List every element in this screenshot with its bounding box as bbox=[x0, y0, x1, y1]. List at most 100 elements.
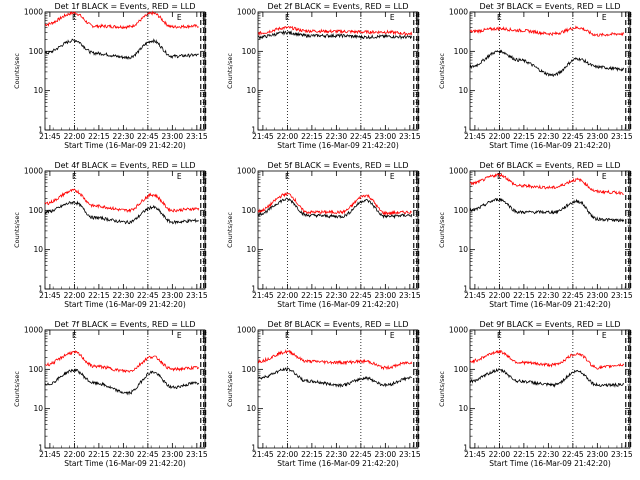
event-marker-label: E bbox=[202, 331, 207, 340]
y-tick-label: 100 bbox=[454, 365, 469, 374]
event-marker-label: E bbox=[627, 331, 632, 340]
x-axis-label: Start Time (16-Mar-09 21:42:20) bbox=[277, 459, 399, 468]
x-axis-label: Start Time (16-Mar-09 21:42:20) bbox=[489, 141, 611, 150]
x-tick-label: 22:00 bbox=[64, 450, 86, 459]
y-tick-label: 1000 bbox=[237, 326, 256, 335]
x-axis-label: Start Time (16-Mar-09 21:42:20) bbox=[64, 300, 186, 309]
panel-title: Det 2f BLACK = Events, RED = LLD bbox=[267, 2, 408, 11]
event-marker-label: E bbox=[627, 13, 632, 22]
y-tick-label: 10 bbox=[458, 86, 468, 95]
event-marker-label: E bbox=[72, 13, 77, 22]
x-tick-label: 22:45 bbox=[562, 132, 584, 141]
y-axis-label: Counts/sec bbox=[438, 371, 446, 407]
x-tick-label: 21:45 bbox=[39, 132, 61, 141]
y-tick-label: 1 bbox=[463, 444, 468, 453]
series-events-line bbox=[469, 49, 625, 77]
series-events-line bbox=[44, 200, 199, 225]
x-tick-label: 21:45 bbox=[39, 450, 61, 459]
y-tick-label: 100 bbox=[242, 206, 257, 215]
series-lld-line bbox=[257, 349, 413, 371]
y-tick-label: 100 bbox=[29, 47, 44, 56]
event-marker-label: E bbox=[415, 331, 420, 340]
event-marker-label: E bbox=[627, 172, 632, 181]
y-tick-label: 1000 bbox=[237, 8, 256, 17]
panel-title: Det 7f BLACK = Events, RED = LLD bbox=[54, 320, 195, 329]
y-axis-label: Counts/sec bbox=[226, 371, 234, 407]
y-tick-label: 1000 bbox=[449, 326, 468, 335]
series-lld-line bbox=[44, 10, 199, 30]
y-tick-label: 1 bbox=[251, 285, 256, 294]
y-axis-label: Counts/sec bbox=[438, 53, 446, 89]
x-tick-label: 22:00 bbox=[489, 132, 511, 141]
y-tick-label: 100 bbox=[454, 47, 469, 56]
x-tick-label: 22:45 bbox=[137, 450, 159, 459]
x-tick-label: 22:45 bbox=[562, 291, 584, 300]
panel-8: Det 8f BLACK = Events, RED = LLD 1 10 100 10… bbox=[226, 320, 421, 468]
event-marker-label: E bbox=[285, 172, 290, 181]
panel-title: Det 9f BLACK = Events, RED = LLD bbox=[479, 320, 620, 329]
panel-title: Det 6f BLACK = Events, RED = LLD bbox=[479, 161, 620, 170]
event-marker-label: E bbox=[415, 172, 420, 181]
x-tick-label: 22:15 bbox=[513, 132, 535, 141]
panel-3: Det 3f BLACK = Events, RED = LLD 1 10 100 10… bbox=[438, 2, 633, 150]
series-lld-line bbox=[44, 188, 200, 213]
x-tick-label: 22:45 bbox=[137, 132, 159, 141]
x-tick-label: 22:15 bbox=[88, 291, 110, 300]
x-tick-label: 21:45 bbox=[252, 291, 274, 300]
series-events-line bbox=[469, 197, 625, 223]
y-tick-label: 1000 bbox=[24, 8, 43, 17]
y-tick-label: 1 bbox=[463, 285, 468, 294]
y-tick-label: 1000 bbox=[237, 167, 256, 176]
y-tick-label: 100 bbox=[454, 206, 469, 215]
event-marker-label: E bbox=[602, 13, 607, 22]
series-lld-line bbox=[469, 25, 625, 38]
y-tick-label: 10 bbox=[246, 245, 256, 254]
x-tick-label: 22:30 bbox=[538, 291, 560, 300]
x-tick-label: 22:30 bbox=[538, 132, 560, 141]
series-events-line bbox=[469, 367, 625, 388]
event-marker-label: E bbox=[202, 13, 207, 22]
event-marker-label: E bbox=[177, 331, 182, 340]
x-tick-label: 22:45 bbox=[137, 291, 159, 300]
x-tick-label: 23:00 bbox=[375, 291, 397, 300]
series-lld-line bbox=[257, 191, 413, 216]
y-tick-label: 1 bbox=[463, 126, 468, 135]
y-axis-label: Counts/sec bbox=[13, 53, 21, 89]
x-tick-label: 22:00 bbox=[489, 291, 511, 300]
x-tick-label: 22:45 bbox=[350, 291, 372, 300]
panel-6: Det 6f BLACK = Events, RED = LLD 1 10 100 10… bbox=[438, 161, 633, 309]
x-tick-label: 22:00 bbox=[277, 291, 299, 300]
y-tick-label: 1000 bbox=[449, 167, 468, 176]
panel-4: Det 4f BLACK = Events, RED = LLD 1 10 100 10… bbox=[13, 161, 208, 309]
x-tick-label: 23:15 bbox=[399, 291, 421, 300]
y-tick-label: 10 bbox=[458, 404, 468, 413]
x-tick-label: 22:30 bbox=[538, 450, 560, 459]
y-tick-label: 1 bbox=[38, 285, 43, 294]
y-tick-label: 1000 bbox=[24, 167, 43, 176]
x-tick-label: 21:45 bbox=[464, 450, 486, 459]
x-tick-label: 23:00 bbox=[375, 450, 397, 459]
x-tick-label: 23:15 bbox=[611, 132, 633, 141]
x-tick-label: 23:00 bbox=[162, 450, 184, 459]
event-marker-label: E bbox=[177, 172, 182, 181]
y-tick-label: 1000 bbox=[24, 326, 43, 335]
x-tick-label: 23:15 bbox=[186, 450, 208, 459]
y-tick-label: 100 bbox=[242, 47, 257, 56]
y-tick-label: 10 bbox=[33, 86, 43, 95]
x-tick-label: 22:15 bbox=[88, 132, 110, 141]
y-axis-label: Counts/sec bbox=[438, 212, 446, 248]
x-tick-label: 22:30 bbox=[326, 132, 348, 141]
plot-frame bbox=[44, 329, 206, 449]
event-marker-label: E bbox=[177, 13, 182, 22]
y-tick-label: 10 bbox=[246, 404, 256, 413]
y-tick-label: 10 bbox=[33, 404, 43, 413]
series-events-line bbox=[257, 197, 413, 220]
panel-title: Det 8f BLACK = Events, RED = LLD bbox=[267, 320, 408, 329]
x-tick-label: 22:15 bbox=[513, 291, 535, 300]
y-tick-label: 100 bbox=[29, 365, 44, 374]
x-tick-label: 22:30 bbox=[326, 450, 348, 459]
x-axis-label: Start Time (16-Mar-09 21:42:20) bbox=[489, 300, 611, 309]
panel-title: Det 1f BLACK = Events, RED = LLD bbox=[54, 2, 195, 11]
event-marker-label: E bbox=[390, 13, 395, 22]
x-tick-label: 23:15 bbox=[399, 450, 421, 459]
